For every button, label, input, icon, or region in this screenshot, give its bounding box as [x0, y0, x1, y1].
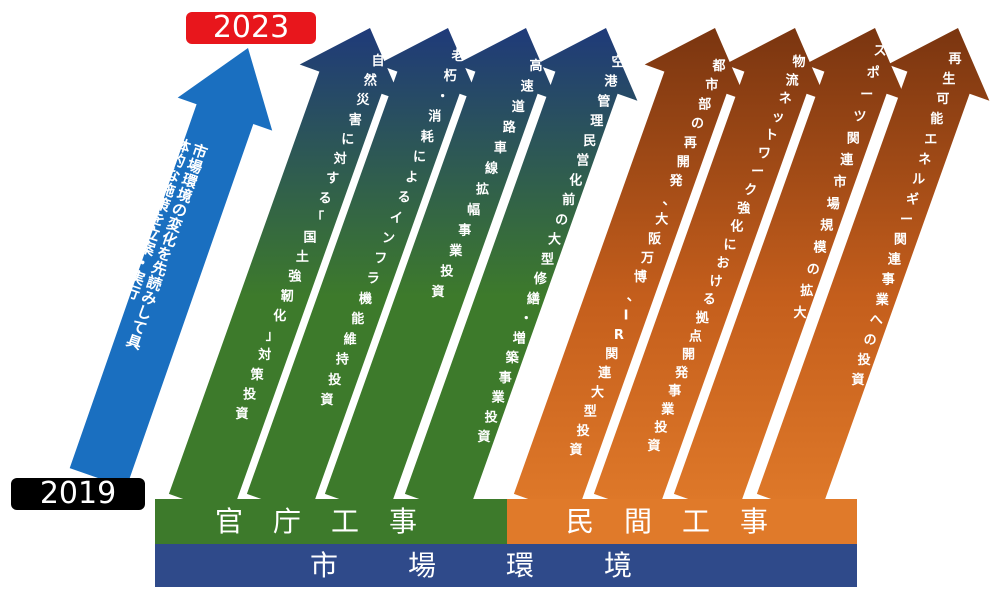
start-year-label: 2019 — [39, 476, 117, 511]
private-arrow-4-caption: 再生可能エネルギー関連事業への投資 — [851, 52, 961, 388]
private-arrow-1-caption: 都市部の再開発、大阪万博、 I R 関連大型投資 — [569, 58, 725, 458]
private-arrow-4 — [756, 28, 990, 517]
public-arrow-4 — [404, 28, 638, 517]
end-year-label: 2023 — [212, 10, 290, 45]
arrows-layer — [69, 28, 990, 517]
private-works-label: 民間工事 — [565, 505, 798, 538]
public-arrow-2-caption: 老朽・消耗によるインフラ機能維持投資 — [320, 48, 464, 408]
private-works-band: 民間工事 — [507, 499, 857, 544]
private-arrow-3-caption: スポーツ関連市場規模の拡大 — [793, 44, 886, 321]
market-environment-band: 市場環境 — [155, 544, 857, 587]
public-works-band: 官庁工事 — [155, 499, 507, 544]
year-2019-badge: 2019 — [11, 478, 145, 510]
svg-text:体的な施策を立案・実行: 体的な施策を立案・実行 — [121, 135, 193, 304]
public-works-label: 官庁工事 — [214, 505, 447, 538]
public-arrow-1-caption: 自然災害に対する「国土強靭化」対策投資 — [235, 53, 384, 422]
market-environment-label: 市場環境 — [309, 549, 702, 582]
private-arrow-2-caption: 物流ネットワーク強化における拠点開発事業投資 — [647, 54, 805, 454]
public-arrow-2 — [246, 28, 480, 517]
svg-text:市場環境の変化を先読みして具: 市場環境の変化を先読みして具 — [124, 141, 211, 354]
labels-layer: 市場環境の変化を先読みして具体的な施策を立案・実行自然災害に対する「国土強靭化」… — [121, 44, 961, 458]
private-arrow-1 — [513, 28, 747, 517]
private-arrow-3 — [673, 28, 907, 517]
public-arrow-1 — [168, 28, 402, 517]
year-2023-badge: 2023 — [186, 12, 316, 44]
public-arrow-3 — [324, 28, 558, 517]
public-arrow-4-caption: 空港管理民営化前の大型修繕・増築事業投資 — [477, 54, 624, 445]
private-arrow-2 — [593, 28, 827, 517]
public-arrow-3-caption: 高速道路車線拡幅事業投資 — [431, 58, 542, 300]
main-strategy-arrow — [69, 48, 273, 488]
